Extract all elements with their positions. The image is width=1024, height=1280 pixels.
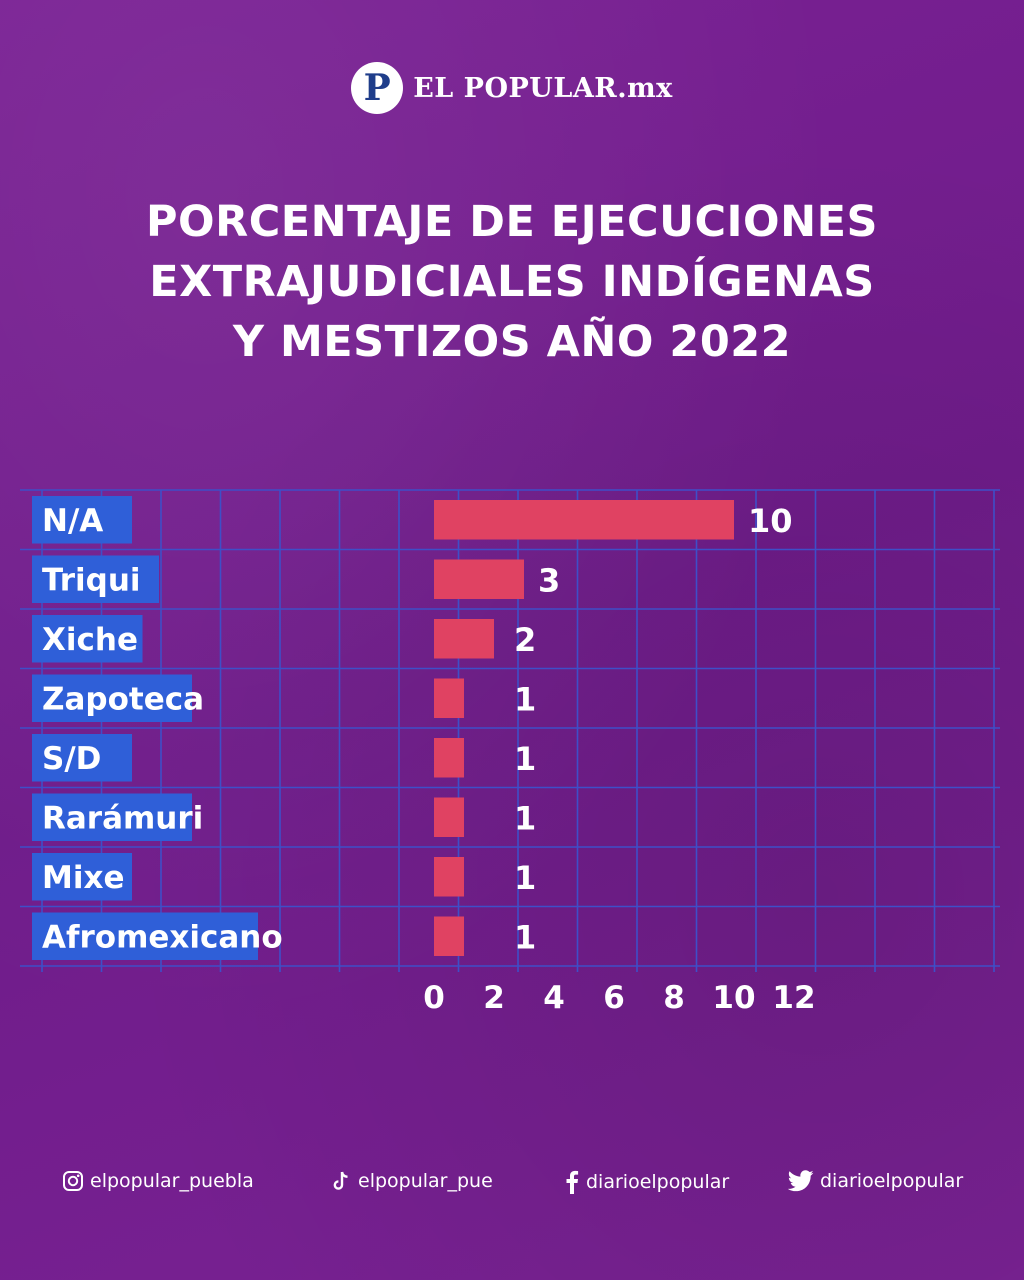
brand-logo: P: [351, 62, 404, 114]
social-facebook[interactable]: diarioelpopular: [564, 1170, 729, 1194]
x-tick-label: 8: [663, 980, 685, 1016]
title-line-1: PORCENTAJE DE EJECUCIONES: [146, 197, 878, 247]
social-handle: diarioelpopular: [820, 1170, 964, 1192]
social-tiktok[interactable]: elpopular_pue: [330, 1170, 493, 1192]
category-label: Afromexicano: [42, 919, 283, 955]
category-label: Mixe: [42, 860, 125, 896]
bar: [434, 857, 464, 897]
brand-logo-letter: P: [363, 67, 391, 109]
value-label: 1: [514, 859, 536, 897]
category-label-box: [32, 912, 258, 960]
value-label: 1: [514, 799, 536, 837]
twitter-icon: [788, 1170, 814, 1192]
title-line-2: EXTRAJUDICIALES INDÍGENAS: [149, 257, 875, 307]
category-label-box: [32, 555, 159, 603]
category-label-box: [32, 615, 143, 663]
category-label-box: [32, 793, 192, 841]
facebook-icon: [564, 1170, 580, 1194]
bar: [434, 500, 734, 540]
category-label: N/A: [42, 503, 103, 539]
value-label: 1: [514, 918, 536, 956]
tiktok-icon: [330, 1170, 352, 1192]
value-label: 2: [514, 621, 536, 659]
social-instagram[interactable]: elpopular_puebla: [62, 1170, 254, 1192]
chart-title: PORCENTAJE DE EJECUCIONES EXTRAJUDICIALE…: [0, 192, 1024, 372]
category-label-box: [32, 734, 132, 782]
category-label-box: [32, 853, 132, 901]
category-label: Xiche: [42, 622, 138, 658]
social-footer: elpopular_puebla elpopular_pue diarioelp…: [0, 1170, 1024, 1210]
x-tick-label: 10: [712, 980, 755, 1016]
category-label: S/D: [42, 741, 101, 777]
value-label: 1: [514, 680, 536, 718]
bar: [434, 797, 464, 837]
x-tick-label: 4: [543, 980, 565, 1016]
social-twitter[interactable]: diarioelpopular: [788, 1170, 963, 1192]
social-handle: diarioelpopular: [586, 1171, 730, 1193]
category-label-box: [32, 674, 192, 722]
social-handle: elpopular_pue: [358, 1170, 493, 1192]
brand-name: EL POPULAR.mx: [413, 72, 673, 104]
bar: [434, 619, 494, 659]
bar: [434, 916, 464, 956]
bar: [434, 559, 524, 599]
social-handle: elpopular_puebla: [90, 1170, 254, 1192]
value-label: 3: [538, 561, 560, 599]
bar: [434, 678, 464, 718]
category-label-box: [32, 496, 132, 544]
x-tick-label: 12: [772, 980, 815, 1016]
brand-header: P EL POPULAR.mx: [0, 62, 1024, 114]
category-label: Triqui: [42, 562, 141, 598]
title-line-3: Y MESTIZOS AÑO 2022: [232, 317, 792, 367]
value-label: 1: [514, 740, 536, 778]
instagram-icon: [62, 1170, 84, 1192]
bar: [434, 738, 464, 778]
category-label: Zapoteca: [42, 681, 204, 717]
x-tick-label: 0: [423, 980, 445, 1016]
value-label: 10: [748, 502, 793, 540]
x-tick-label: 6: [603, 980, 625, 1016]
x-tick-label: 2: [483, 980, 505, 1016]
category-label: Rarámuri: [42, 800, 203, 836]
